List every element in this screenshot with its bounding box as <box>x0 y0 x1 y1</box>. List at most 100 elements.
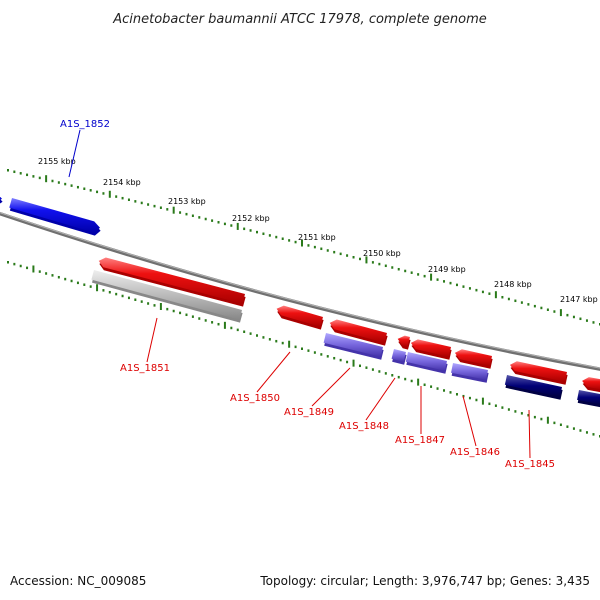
minor-tick <box>320 353 323 356</box>
minor-tick <box>140 300 143 303</box>
cds-forward-a1s-1852 <box>9 198 101 236</box>
minor-tick <box>127 198 130 202</box>
minor-tick <box>579 429 582 432</box>
minor-tick <box>501 295 504 299</box>
minor-tick <box>185 212 188 216</box>
minor-tick <box>494 404 497 407</box>
minor-tick <box>57 181 60 184</box>
minor-tick <box>417 273 420 276</box>
minor-tick <box>7 261 9 264</box>
major-tick <box>352 359 355 367</box>
tick-track: 2155 kbp 2154 kbp 2153 kbp 2152 kbp 2151 kbp… <box>7 157 600 438</box>
cds-reverse-a1s-1846 <box>454 349 493 369</box>
minor-tick <box>481 290 484 294</box>
minor-tick <box>566 313 569 317</box>
minor-tick <box>507 408 510 411</box>
tick-label: 2153 kbp <box>168 197 206 206</box>
minor-tick <box>333 250 336 254</box>
cds-reverse-a1s-1849 <box>329 319 388 346</box>
minor-tick <box>191 315 194 318</box>
minor-tick <box>275 235 278 239</box>
minor-tick <box>294 240 297 244</box>
minor-tick <box>70 184 73 187</box>
minor-tick <box>153 304 156 307</box>
minor-tick <box>281 341 284 345</box>
minor-tick <box>572 427 575 430</box>
minor-tick <box>256 334 259 337</box>
minor-tick <box>443 389 446 392</box>
minor-tick <box>198 216 201 219</box>
minor-tick <box>301 347 303 350</box>
cds-forward-edge <box>0 196 3 204</box>
backbone <box>0 211 600 371</box>
minor-tick <box>320 247 323 251</box>
tick-label: 2148 kbp <box>494 280 532 289</box>
outer-tick-ring <box>7 169 600 326</box>
minor-tick <box>585 319 588 322</box>
minor-tick <box>559 423 562 427</box>
major-tick <box>481 397 484 405</box>
minor-tick <box>108 290 111 294</box>
minor-tick <box>262 232 265 236</box>
gene-label: A1S_1847 <box>395 435 445 446</box>
minor-tick <box>384 372 387 375</box>
minor-tick <box>397 375 400 379</box>
minor-tick <box>294 345 297 349</box>
major-tick <box>96 284 99 292</box>
minor-tick <box>13 170 16 174</box>
tick-label: 2150 kbp <box>363 249 401 258</box>
gene-label: A1S_1852 <box>60 119 110 130</box>
minor-tick <box>423 383 426 387</box>
minor-tick <box>585 431 588 434</box>
minor-tick <box>102 289 105 292</box>
minor-tick <box>371 368 374 371</box>
minor-tick <box>546 308 549 311</box>
minor-tick <box>326 249 329 252</box>
minor-tick <box>115 292 118 296</box>
minor-tick <box>475 288 478 292</box>
minor-tick <box>514 299 517 303</box>
minor-tick <box>153 204 156 208</box>
minor-tick <box>281 237 284 240</box>
minor-tick <box>83 283 86 286</box>
minor-tick <box>358 364 361 368</box>
minor-tick <box>32 175 35 178</box>
minor-tick <box>313 245 316 249</box>
minor-tick <box>352 255 355 259</box>
minor-tick <box>26 266 29 270</box>
minor-tick <box>520 412 523 415</box>
minor-tick <box>391 374 394 377</box>
minor-tick <box>533 415 536 419</box>
minor-tick <box>185 313 188 317</box>
tick-label: 2147 kbp <box>560 295 598 304</box>
inner-tick-ring <box>7 261 600 438</box>
gene-leader-line <box>311 367 351 407</box>
minor-tick <box>527 303 530 306</box>
minor-tick <box>397 267 400 271</box>
minor-tick <box>404 377 407 381</box>
genome-summary: Topology: circular; Length: 3,976,747 bp… <box>260 574 590 588</box>
cds-reverse-a1s-1845 <box>509 361 568 385</box>
gene-label: A1S_1846 <box>450 447 500 458</box>
minor-tick <box>514 410 517 413</box>
gene-leader-line <box>462 395 477 447</box>
minor-tick <box>436 278 439 281</box>
tick-label: 2152 kbp <box>232 214 270 223</box>
minor-tick <box>410 379 413 383</box>
minor-tick <box>147 203 150 206</box>
tick-label: 2154 kbp <box>103 178 141 187</box>
minor-tick <box>378 262 381 266</box>
cds-reverse-a1s-1847 <box>410 339 452 360</box>
gene-leader-line <box>365 377 396 421</box>
minor-tick <box>540 417 543 421</box>
minor-tick <box>89 285 92 288</box>
minor-tick <box>326 355 329 358</box>
minor-tick <box>204 217 207 221</box>
major-tick <box>108 190 111 198</box>
major-tick <box>494 291 497 299</box>
minor-tick <box>455 283 458 287</box>
minor-tick <box>51 274 54 277</box>
minor-tick <box>313 351 316 354</box>
gene-leader-line <box>146 317 158 363</box>
